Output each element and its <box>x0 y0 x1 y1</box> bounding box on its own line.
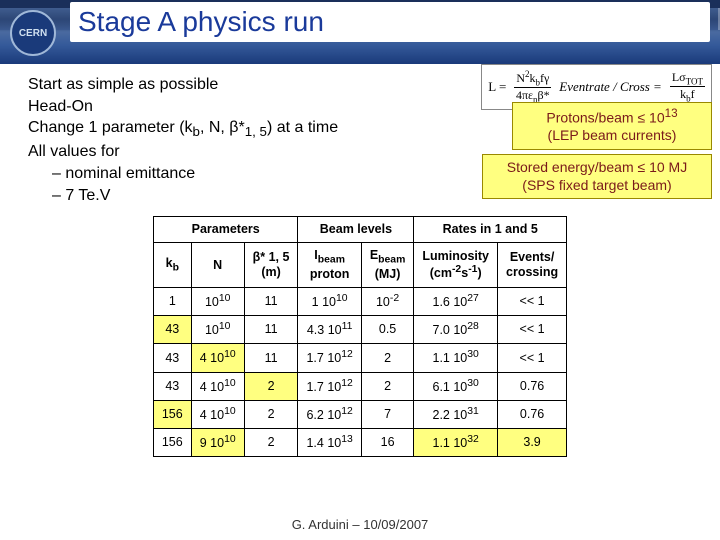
col-ibeam: Ibeamproton <box>298 243 361 288</box>
col-kb: kb <box>153 243 191 288</box>
cell-kb: 156 <box>153 400 191 428</box>
cell-N: 1010 <box>191 288 244 316</box>
cell-Eb: 10-2 <box>361 288 414 316</box>
table-row: 434 1010111.7 101221.1 1030<< 1 <box>153 344 566 372</box>
cell-L: 1.1 1032 <box>414 428 498 456</box>
cell-N: 1010 <box>191 316 244 344</box>
group-header-params: Parameters <box>153 217 298 243</box>
header-band: CERN Stage A physics run <box>0 0 720 64</box>
cell-beta: 11 <box>244 288 298 316</box>
group-header-rates: Rates in 1 and 5 <box>414 217 567 243</box>
cell-kb: 156 <box>153 428 191 456</box>
col-events: Events/crossing <box>498 243 567 288</box>
group-header-beam: Beam levels <box>298 217 414 243</box>
table-row: 431010114.3 10110.57.0 1028<< 1 <box>153 316 566 344</box>
cell-L: 1.6 1027 <box>414 288 498 316</box>
col-beta: β* 1, 5(m) <box>244 243 298 288</box>
cell-ev: << 1 <box>498 288 567 316</box>
table-row: 11010111 101010-21.6 1027<< 1 <box>153 288 566 316</box>
cell-kb: 43 <box>153 372 191 400</box>
cell-Ib: 1 1010 <box>298 288 361 316</box>
formula-frac-1: N2kbfγ 4πεnβ* <box>514 69 551 105</box>
cell-beta: 2 <box>244 400 298 428</box>
cell-ev: << 1 <box>498 344 567 372</box>
cern-logo-text: CERN <box>19 28 47 39</box>
title-bar: Stage A physics run <box>70 2 710 42</box>
formula-lhs: L = <box>488 79 506 95</box>
cell-Ib: 4.3 1011 <box>298 316 361 344</box>
callout-protons-text: Protons/beam ≤ 10 <box>546 110 664 126</box>
callout-protons-exp: 13 <box>665 107 678 120</box>
cell-Ib: 1.7 1012 <box>298 344 361 372</box>
cell-beta: 11 <box>244 344 298 372</box>
table-group-row: Parameters Beam levels Rates in 1 and 5 <box>153 217 566 243</box>
callout-energy-text: Stored energy/beam ≤ 10 MJ <box>507 159 687 175</box>
cell-Ib: 1.4 1013 <box>298 428 361 456</box>
cell-kb: 43 <box>153 344 191 372</box>
table-row: 434 101021.7 101226.1 10300.76 <box>153 372 566 400</box>
col-lumi: Luminosity(cm-2s-1) <box>414 243 498 288</box>
cell-Eb: 2 <box>361 372 414 400</box>
footer: G. Arduini – 10/09/2007 <box>0 517 720 532</box>
callout-protons: Protons/beam ≤ 1013 (LEP beam currents) <box>512 102 712 150</box>
cell-L: 1.1 1030 <box>414 344 498 372</box>
cell-Eb: 7 <box>361 400 414 428</box>
cell-Ib: 1.7 1012 <box>298 372 361 400</box>
data-table: Parameters Beam levels Rates in 1 and 5 … <box>153 216 567 457</box>
cell-Ib: 6.2 1012 <box>298 400 361 428</box>
cern-logo: CERN <box>10 10 56 56</box>
formula-mid: Eventrate / Cross = <box>559 79 662 95</box>
cell-L: 6.1 1030 <box>414 372 498 400</box>
cell-Eb: 0.5 <box>361 316 414 344</box>
content: L = N2kbfγ 4πεnβ* Eventrate / Cross = Lσ… <box>0 64 720 457</box>
table-row: 1569 101021.4 1013161.1 10323.9 <box>153 428 566 456</box>
cell-N: 9 1010 <box>191 428 244 456</box>
formula-frac-2: LσTOT kbf <box>670 70 705 104</box>
table-row: 1564 101026.2 101272.2 10310.76 <box>153 400 566 428</box>
page-title: Stage A physics run <box>78 6 324 38</box>
cell-N: 4 1010 <box>191 400 244 428</box>
cell-Eb: 16 <box>361 428 414 456</box>
callout-energy: Stored energy/beam ≤ 10 MJ (SPS fixed ta… <box>482 154 712 199</box>
table-sub-row: kb N β* 1, 5(m) Ibeamproton Ebeam(MJ) Lu… <box>153 243 566 288</box>
cell-N: 4 1010 <box>191 344 244 372</box>
callout-energy-sub: (SPS fixed target beam) <box>522 177 671 193</box>
cell-kb: 43 <box>153 316 191 344</box>
cell-N: 4 1010 <box>191 372 244 400</box>
callout-protons-sub: (LEP beam currents) <box>548 127 677 143</box>
cell-ev: 0.76 <box>498 372 567 400</box>
cell-ev: 0.76 <box>498 400 567 428</box>
cell-L: 7.0 1028 <box>414 316 498 344</box>
cell-beta: 2 <box>244 372 298 400</box>
cell-L: 2.2 1031 <box>414 400 498 428</box>
cell-beta: 11 <box>244 316 298 344</box>
col-n: N <box>191 243 244 288</box>
cell-ev: 3.9 <box>498 428 567 456</box>
col-ebeam: Ebeam(MJ) <box>361 243 414 288</box>
cell-kb: 1 <box>153 288 191 316</box>
cell-Eb: 2 <box>361 344 414 372</box>
cell-ev: << 1 <box>498 316 567 344</box>
table-body: 11010111 101010-21.6 1027<< 1431010114.3… <box>153 288 566 457</box>
cell-beta: 2 <box>244 428 298 456</box>
